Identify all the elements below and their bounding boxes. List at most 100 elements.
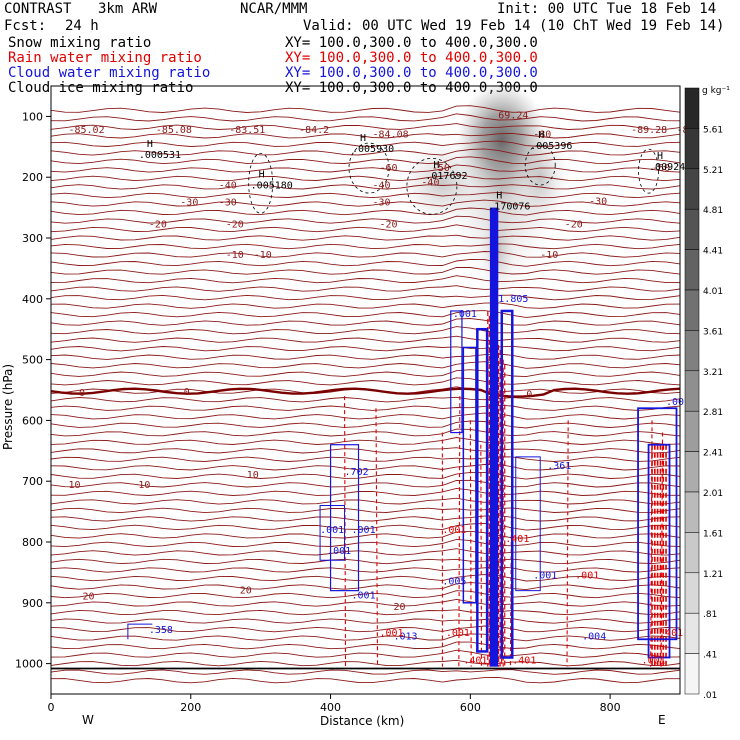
rain-water-label: .001 <box>442 525 466 536</box>
y-tick-label: 600 <box>22 414 43 427</box>
y-tick-label: 400 <box>22 293 43 306</box>
high-marker: H <box>496 191 502 202</box>
colorbar-label: 4.01 <box>703 287 723 297</box>
colorbar-label: 3.21 <box>703 368 723 378</box>
isotherm-line <box>51 650 680 657</box>
isotherm-line <box>51 286 680 292</box>
isotherm-label: -10 <box>226 250 244 261</box>
isotherm-label: -20 <box>565 219 583 230</box>
cloud-water-label: .001 <box>352 525 376 536</box>
cloud-water-label: .001 <box>320 525 344 536</box>
isotherm-line <box>51 216 680 223</box>
colorbar-label: .81 <box>703 610 717 620</box>
isotherm-line <box>51 295 680 300</box>
colorbar-swatch <box>685 250 699 290</box>
isotherm-line <box>51 208 680 215</box>
isotherm-line <box>51 252 680 258</box>
isotherm-label: -60 <box>379 163 397 174</box>
isotherm-line <box>51 303 680 309</box>
rain-water-label: .401 <box>505 534 529 545</box>
y-axis-title: Pressure (hPa) <box>1 364 15 450</box>
isotherm-label: 20 <box>82 592 94 603</box>
rain-water-label: .001 <box>575 570 599 581</box>
isotherm-line <box>51 327 680 334</box>
colorbar-swatch <box>685 290 699 330</box>
isotherm-line <box>51 235 680 240</box>
rain-water-label: .001 <box>379 628 403 639</box>
rain-water-label: .401 <box>512 656 536 667</box>
isotherm-label: 10 <box>138 480 150 491</box>
cloud-water-label: .361 <box>547 461 571 472</box>
colorbar-swatch <box>685 330 699 370</box>
isotherm-line <box>51 268 680 275</box>
y-tick-label: 1000 <box>15 658 43 671</box>
isotherm-label: 0 <box>79 388 85 399</box>
isotherm-label: -30 <box>219 198 237 209</box>
isotherm-line <box>51 354 680 359</box>
high-value: .170076 <box>488 202 530 213</box>
cloud-water-label: .001 <box>453 309 477 320</box>
isotherm-line <box>51 346 680 351</box>
rain-contour <box>470 420 471 666</box>
isotherm-label: 0 <box>526 390 532 401</box>
isotherm-label: -30 <box>372 198 390 209</box>
colorbar-label: 4.41 <box>703 247 723 257</box>
isotherm-label: -89.28 <box>631 125 667 136</box>
colorbar-swatch <box>685 371 699 411</box>
colorbar-label: 1.61 <box>703 529 723 539</box>
isotherm-label: 20 <box>240 585 252 596</box>
y-tick-label: 300 <box>22 232 43 245</box>
rain-water-label: .401 <box>463 656 487 667</box>
high-marker: H <box>657 151 663 162</box>
isotherm-label: -20 <box>226 219 244 230</box>
high-marker: H <box>259 169 265 180</box>
isotherm-line <box>51 311 680 318</box>
y-tick-label: 800 <box>22 536 43 549</box>
isotherm-line <box>51 457 680 462</box>
isotherm-line <box>51 106 680 113</box>
isotherm-label: -40 <box>219 180 237 191</box>
isotherm-label: -30 <box>180 198 198 209</box>
colorbar-swatch <box>685 452 699 492</box>
colorbar-label: 1.21 <box>703 570 723 580</box>
colorbar-swatch <box>685 613 699 653</box>
rain-contour <box>481 445 482 667</box>
colorbar-label: 4.81 <box>703 206 723 216</box>
isotherm-line <box>51 192 680 197</box>
rain-water-label: .001 <box>642 656 666 667</box>
isotherm-line <box>51 259 680 266</box>
x-tick-label: 0 <box>48 701 55 714</box>
rain-contour <box>376 408 378 666</box>
isotherm-label: -10 <box>254 250 272 261</box>
high-marker: H <box>360 133 366 144</box>
isotherm-line <box>51 114 680 121</box>
cloud-water-label: .001 <box>327 546 351 557</box>
y-tick-label: 900 <box>22 597 43 610</box>
isotherm-line <box>51 124 680 130</box>
x-tick-label: 400 <box>320 701 341 714</box>
isotherm-line <box>51 549 680 555</box>
isotherm-line <box>51 583 680 590</box>
colorbar-label: 2.01 <box>703 489 723 499</box>
isotherm-label: -85.08 <box>156 125 192 136</box>
cloud-water-label: .004 <box>582 631 606 642</box>
isotherm-line <box>51 378 680 385</box>
cloud-water-label: .001 <box>533 570 557 581</box>
colorbar-swatch <box>685 128 699 168</box>
colorbar-swatch <box>685 209 699 249</box>
isotherm-line <box>51 225 680 232</box>
isotherm-line <box>51 642 680 649</box>
cloud-water-core <box>490 208 498 667</box>
isotherm-line <box>51 185 680 189</box>
isotherm-line <box>51 370 680 377</box>
isotherm-line <box>51 559 680 564</box>
isotherm-line <box>51 618 680 623</box>
colorbar-label: 2.41 <box>703 449 723 459</box>
isotherm-label: 0 <box>184 387 190 398</box>
high-marker: H <box>433 160 439 171</box>
colorbar-swatch <box>685 88 699 128</box>
east-label: E <box>658 713 666 727</box>
colorbar-swatch <box>685 169 699 209</box>
high-value: .005396 <box>530 141 572 152</box>
